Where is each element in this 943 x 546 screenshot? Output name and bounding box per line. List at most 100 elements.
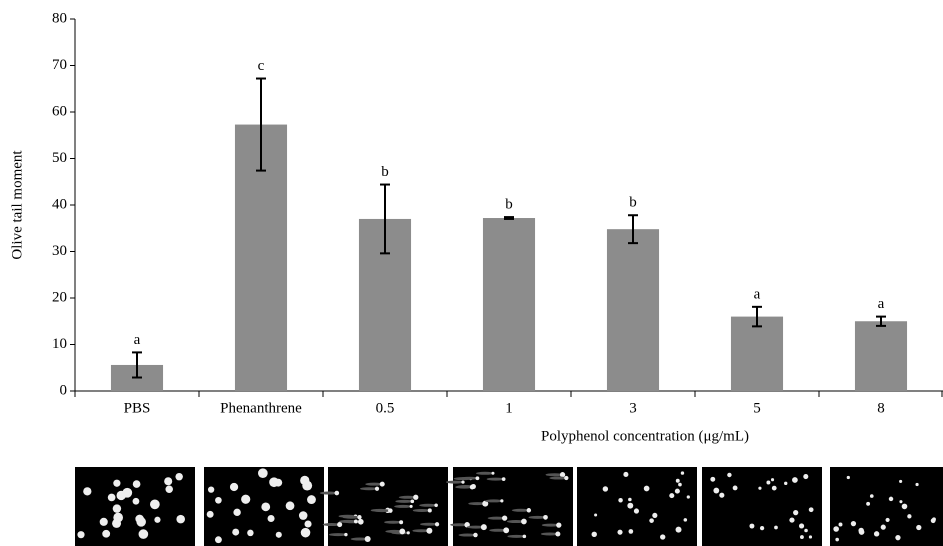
comet-dot xyxy=(475,476,480,481)
x-tick-label: 5 xyxy=(753,400,761,416)
y-tick-label: 40 xyxy=(52,196,67,212)
comet-dot xyxy=(719,492,725,498)
comet-tail xyxy=(445,480,464,484)
error-bar xyxy=(132,351,142,379)
comet-dot xyxy=(165,485,173,493)
comet-dot xyxy=(559,472,566,478)
comet-dot xyxy=(858,529,865,535)
comet-tail xyxy=(385,529,404,533)
comet-dot xyxy=(771,485,777,491)
error-bar xyxy=(752,305,762,328)
comet-dot xyxy=(353,519,358,524)
comet-dot xyxy=(766,480,771,485)
y-tick-label: 0 xyxy=(60,382,68,398)
significance-letter: a xyxy=(134,332,141,348)
comet-dot xyxy=(798,523,805,529)
comet-dot xyxy=(77,531,85,539)
comet-dot xyxy=(618,498,623,503)
comet-tail xyxy=(541,523,560,527)
comet-tail xyxy=(342,515,361,519)
comet-dot xyxy=(427,508,432,513)
comet-dot xyxy=(674,488,680,494)
comet-dot xyxy=(915,482,919,487)
comet-dot xyxy=(164,477,173,486)
error-bar xyxy=(876,315,886,327)
comet-dot xyxy=(233,508,241,517)
comet-dot xyxy=(895,535,901,541)
comet-dot xyxy=(388,508,393,513)
comet-dot xyxy=(344,532,348,537)
comet-tail xyxy=(489,528,508,532)
comet-dot xyxy=(357,518,364,525)
comet-dot xyxy=(206,510,214,518)
comet-dot xyxy=(835,537,839,542)
comet-dot xyxy=(337,522,343,528)
bar xyxy=(606,229,660,391)
comet-dot xyxy=(627,502,634,509)
comet-dot xyxy=(669,493,675,499)
comet-dot xyxy=(113,479,121,487)
comet-dot xyxy=(916,524,922,531)
comet-dot xyxy=(907,514,912,519)
comet-dot xyxy=(132,480,141,488)
comet-dot xyxy=(374,486,380,491)
comet-dot xyxy=(413,494,419,500)
comet-dot xyxy=(399,528,406,535)
comet-dot xyxy=(102,529,111,538)
comet-dot xyxy=(426,527,433,534)
comet-tail xyxy=(486,477,505,481)
comet-tail xyxy=(412,529,431,533)
comet-dot xyxy=(154,516,161,523)
comet-dot xyxy=(784,481,788,486)
comet-dot xyxy=(758,486,762,490)
comet-dot xyxy=(678,482,682,487)
comet-tail xyxy=(475,471,494,475)
error-bar xyxy=(628,214,638,245)
y-axis-label: Olive tail moment xyxy=(9,150,25,260)
comet-dot xyxy=(410,499,415,504)
comet-dot xyxy=(480,524,487,531)
comet-dot xyxy=(774,525,778,530)
comet-dot xyxy=(175,472,183,481)
comet-dot xyxy=(261,502,271,512)
comet-dot xyxy=(215,496,222,504)
comet-dot xyxy=(808,535,813,539)
y-tick-label: 60 xyxy=(52,103,67,119)
comet-dot xyxy=(901,503,908,510)
comet-dot xyxy=(555,531,561,537)
comet-dot xyxy=(302,480,313,491)
comet-dot xyxy=(229,482,239,492)
comet-dot xyxy=(683,518,688,522)
comet-tail xyxy=(322,523,341,527)
comet-dot xyxy=(269,477,279,488)
comet-dot xyxy=(501,515,508,521)
comet-dot xyxy=(113,512,124,523)
comet-dot xyxy=(564,475,569,481)
comet-images xyxy=(75,467,943,546)
comet-dot xyxy=(482,500,489,507)
comet-dot xyxy=(83,487,92,496)
comet-dot xyxy=(473,532,478,538)
x-tick-label: 3 xyxy=(629,400,637,416)
significance-letter: b xyxy=(629,195,637,211)
comet-tail xyxy=(365,482,384,486)
comet-dot xyxy=(434,522,440,527)
bar xyxy=(854,321,908,391)
comet-dot xyxy=(522,534,527,539)
comet-image xyxy=(75,467,195,546)
comet-dot xyxy=(107,493,116,502)
comet-dot xyxy=(357,515,362,520)
x-tick-label: 8 xyxy=(877,400,885,416)
comet-dot xyxy=(399,520,404,525)
comet-dot xyxy=(759,526,765,531)
y-tick-label: 20 xyxy=(52,289,67,305)
comet-dot xyxy=(469,484,475,490)
comet-dot xyxy=(364,536,371,543)
comet-dot xyxy=(267,514,275,523)
comet-dot xyxy=(461,480,465,484)
comet-dot xyxy=(880,524,886,530)
comet-dot xyxy=(873,531,880,537)
comet-dot xyxy=(556,522,562,528)
x-tick-label: Phenanthrene xyxy=(220,400,302,416)
